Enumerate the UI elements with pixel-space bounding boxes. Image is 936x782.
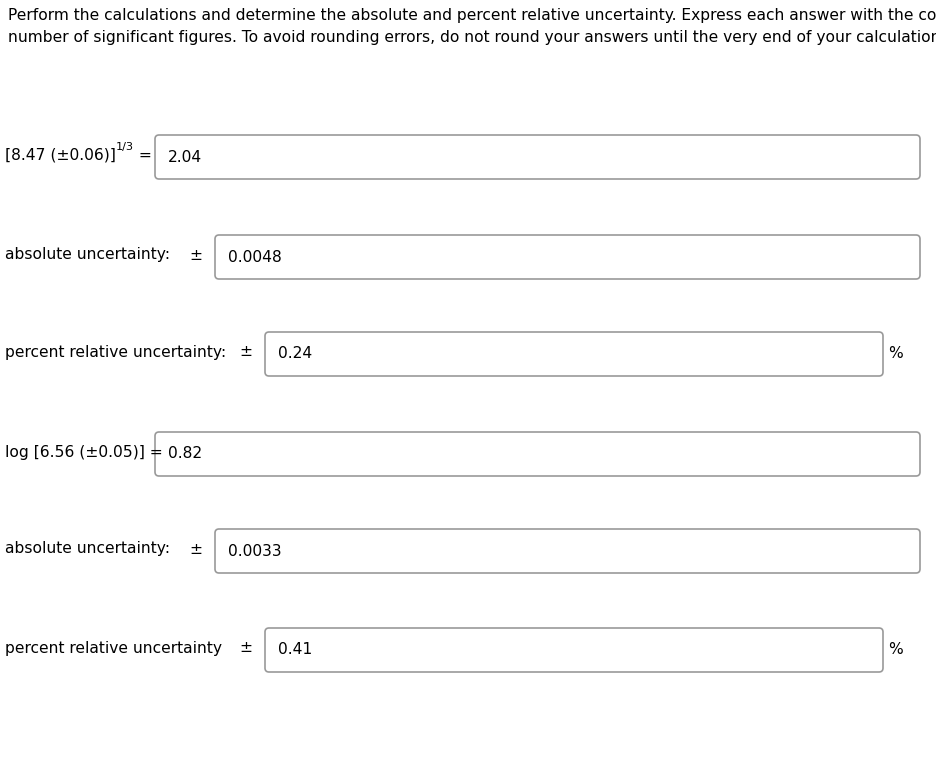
Text: ±: ±: [189, 541, 202, 557]
Text: %: %: [888, 346, 902, 361]
FancyBboxPatch shape: [215, 235, 920, 279]
Text: absolute uncertainty:: absolute uncertainty:: [5, 247, 170, 263]
Text: percent relative uncertainty:: percent relative uncertainty:: [5, 345, 227, 360]
Text: 0.0048: 0.0048: [228, 249, 282, 264]
Text: 0.0033: 0.0033: [228, 543, 282, 558]
Text: 1/3: 1/3: [116, 142, 134, 152]
Text: absolute uncertainty:: absolute uncertainty:: [5, 541, 170, 557]
FancyBboxPatch shape: [155, 135, 920, 179]
Text: 0.41: 0.41: [278, 643, 313, 658]
Text: Perform the calculations and determine the absolute and percent relative uncerta: Perform the calculations and determine t…: [8, 8, 936, 45]
Text: percent relative uncertainty: percent relative uncertainty: [5, 640, 222, 655]
FancyBboxPatch shape: [155, 432, 920, 476]
Text: log [6.56 (±0.05)] =: log [6.56 (±0.05)] =: [5, 444, 163, 460]
Text: ±: ±: [189, 247, 202, 263]
Text: 0.82: 0.82: [168, 447, 202, 461]
Text: ±: ±: [240, 345, 253, 360]
Text: 2.04: 2.04: [168, 149, 202, 164]
Text: [8.47 (±0.06)]: [8.47 (±0.06)]: [5, 148, 116, 163]
FancyBboxPatch shape: [265, 332, 883, 376]
FancyBboxPatch shape: [265, 628, 883, 672]
Text: ±: ±: [240, 640, 253, 655]
Text: %: %: [888, 643, 902, 658]
FancyBboxPatch shape: [215, 529, 920, 573]
Text: 0.24: 0.24: [278, 346, 313, 361]
Text: =: =: [134, 148, 152, 163]
